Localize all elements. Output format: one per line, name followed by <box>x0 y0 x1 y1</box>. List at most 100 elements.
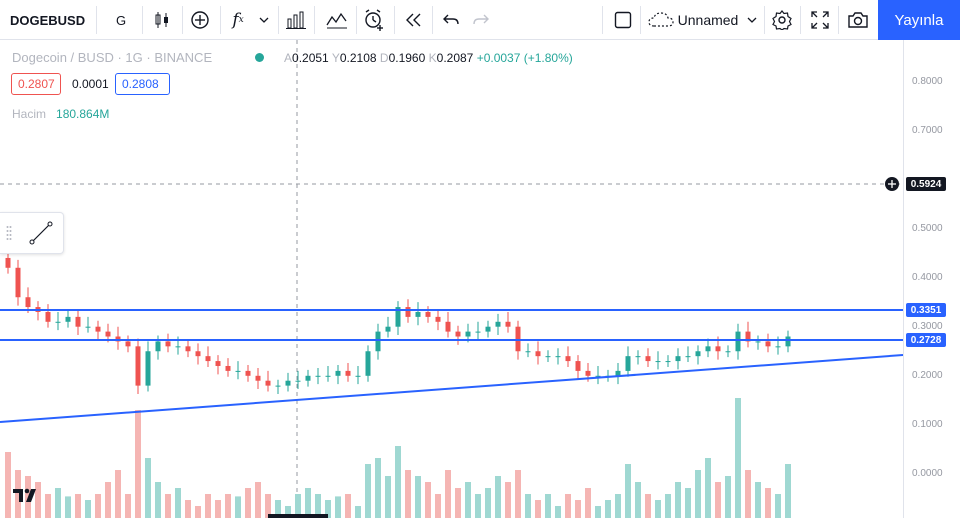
tradingview-logo-icon[interactable] <box>12 486 42 504</box>
candles <box>5 252 791 394</box>
fullscreen-icon[interactable] <box>806 0 834 40</box>
redo-icon[interactable] <box>468 0 494 40</box>
time-axis-marker <box>268 514 328 518</box>
toolbar-divider <box>432 6 433 34</box>
volume-legend[interactable]: Hacim 180.864M <box>12 107 109 121</box>
gear-icon[interactable] <box>768 0 796 40</box>
volume-bar <box>515 470 521 518</box>
candle-body <box>435 316 441 322</box>
candle-body <box>315 375 321 377</box>
drag-handle-icon[interactable] <box>6 225 12 241</box>
toolbar-divider <box>278 6 279 34</box>
volume-bar <box>505 482 511 518</box>
toolbar-divider <box>602 6 603 34</box>
change-value: +0.0037 (+1.80%) <box>476 51 573 65</box>
volume-bar <box>645 494 651 518</box>
candle-body <box>75 316 81 327</box>
cloud-icon[interactable] <box>646 0 676 40</box>
candle-body <box>585 370 591 376</box>
volume-bar <box>5 452 11 518</box>
volume-bar <box>405 470 411 518</box>
bar-chart-icon[interactable] <box>284 0 308 40</box>
volume-bar <box>35 482 41 518</box>
candle-body <box>595 375 601 377</box>
chevron-down-icon[interactable] <box>254 0 274 40</box>
volume-bar <box>485 488 491 518</box>
candle-body <box>25 297 31 308</box>
add-indicator-icon[interactable] <box>186 0 214 40</box>
volume-bar <box>715 482 721 518</box>
candle-body <box>45 311 51 322</box>
candle-body <box>225 365 231 371</box>
volume-bar <box>735 398 741 518</box>
square-icon[interactable] <box>610 0 636 40</box>
volume-bar <box>555 506 561 518</box>
symbol-legend-title[interactable]: Dogecoin / BUSD · 1G · BINANCE <box>12 50 213 65</box>
volume-bar <box>595 506 601 518</box>
volume-bars <box>5 398 791 518</box>
candles-icon[interactable] <box>148 0 176 40</box>
volume-bar <box>125 494 131 518</box>
volume-bar <box>575 500 581 518</box>
volume-bar <box>725 476 731 518</box>
price-scale[interactable] <box>903 40 960 518</box>
candle-body <box>405 307 411 317</box>
candle-body <box>365 351 371 376</box>
templates-icon[interactable] <box>322 0 352 40</box>
candle-body <box>625 356 631 371</box>
candle-body <box>55 321 61 323</box>
toolbar-divider <box>800 6 801 34</box>
trend-line[interactable] <box>0 354 903 423</box>
volume-bar <box>705 458 711 518</box>
volume-bar <box>135 410 141 518</box>
alert-icon[interactable] <box>360 0 388 40</box>
chart-canvas[interactable] <box>0 40 903 518</box>
volume-bar <box>495 476 501 518</box>
volume-bar <box>525 494 531 518</box>
candle-body <box>735 331 741 352</box>
candle-body <box>265 380 271 386</box>
candle-body <box>395 307 401 327</box>
candle-body <box>745 331 751 342</box>
buy-price-button[interactable]: 0.2808 <box>115 73 170 95</box>
sell-price-button[interactable]: 0.2807 <box>11 73 61 95</box>
volume-bar <box>105 482 111 518</box>
candle-body <box>525 351 531 353</box>
layout-name[interactable]: Unnamed <box>677 12 739 28</box>
volume-value: 180.864M <box>56 107 110 121</box>
candle-body <box>575 361 581 371</box>
volume-label: Hacim <box>12 107 47 121</box>
volume-bar <box>415 476 421 518</box>
open-label: A <box>284 51 293 65</box>
candle-body <box>205 356 211 362</box>
toolbar-divider <box>220 6 221 34</box>
add-plus-icon[interactable] <box>884 176 900 192</box>
publish-button[interactable]: Yayınla <box>878 0 960 40</box>
spread-value: 0.0001 <box>72 77 109 91</box>
close-value: 0.2087 <box>436 51 474 65</box>
replay-icon[interactable] <box>400 0 428 40</box>
camera-icon[interactable] <box>844 0 872 40</box>
volume-bar <box>85 500 91 518</box>
candle-body <box>455 331 461 337</box>
candle-body <box>85 326 91 328</box>
candle-body <box>185 346 191 352</box>
chevron-down-icon[interactable] <box>744 0 760 40</box>
trend-line-tool-icon[interactable] <box>26 219 56 247</box>
toolbar-divider <box>764 6 765 34</box>
candle-body <box>535 351 541 357</box>
candle-body <box>345 370 351 376</box>
candle-body <box>515 326 521 352</box>
price-tick: 0.3000 <box>912 321 943 332</box>
volume-bar <box>335 496 341 518</box>
undo-icon[interactable] <box>438 0 464 40</box>
volume-bar <box>535 500 541 518</box>
interval-button[interactable]: G <box>115 12 127 28</box>
symbol-search-button[interactable]: DOGEBUSD <box>10 12 86 28</box>
volume-bar <box>45 494 51 518</box>
volume-bar <box>625 464 631 518</box>
volume-bar <box>745 470 751 518</box>
candle-body <box>425 311 431 317</box>
price-tick: 0.7000 <box>912 125 943 136</box>
